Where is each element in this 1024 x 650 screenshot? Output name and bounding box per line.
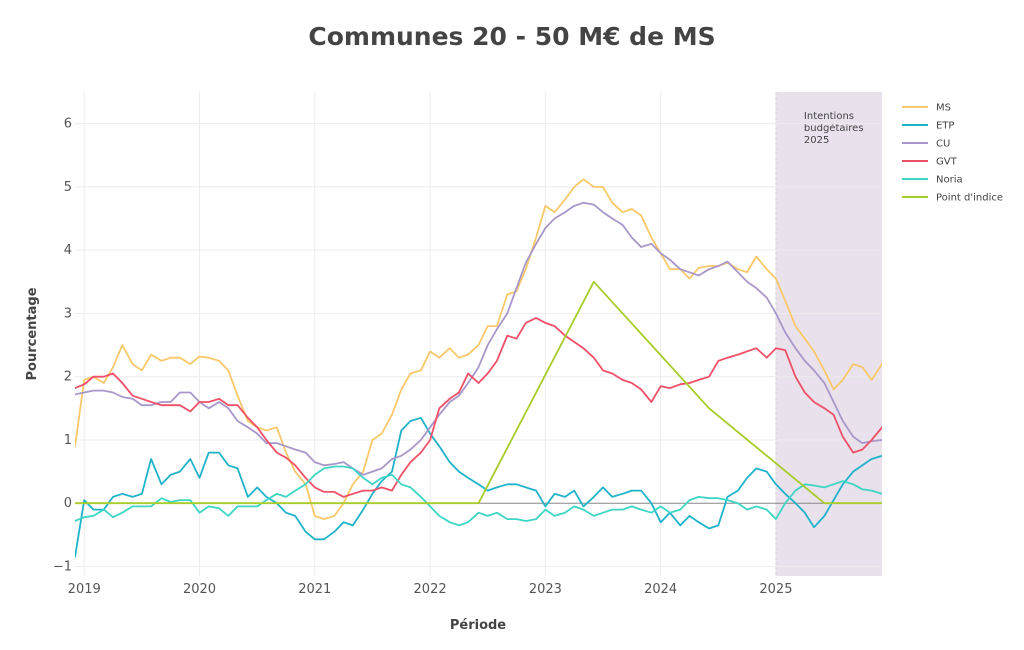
x-tick-label: 2020 (183, 582, 216, 597)
shaded-region (775, 92, 882, 576)
y-axis-title: Pourcentage (25, 287, 40, 380)
series-line (75, 465, 882, 527)
series-line (75, 280, 882, 505)
y-tick-label: 0 (64, 496, 72, 511)
shaded-region-label: budgétaires (804, 122, 864, 134)
legend-label: Point d'indice (936, 193, 1003, 204)
x-tick-label: 2024 (644, 582, 677, 597)
legend-label: GVT (936, 157, 958, 168)
series-line (75, 416, 882, 558)
x-axis-title: Période (450, 618, 506, 633)
y-tick-label: 1 (64, 433, 72, 448)
y-tick-label: 2 (64, 370, 72, 385)
series-line (75, 317, 882, 498)
x-tick-label: 2022 (414, 582, 447, 597)
tick-layer: −1 0 1 2 3 4 5 6 2019 2020 2021 2022 2023 2024 2025 (53, 117, 793, 597)
x-tick-label: 2019 (68, 582, 101, 597)
y-tick-label: 6 (64, 117, 72, 132)
y-tick-label: 3 (64, 306, 72, 321)
y-tick-label: 5 (64, 180, 72, 195)
legend: MS ETP CU GVT Noria Point d'indice (902, 103, 1003, 204)
x-tick-label: 2025 (759, 582, 792, 597)
y-tick-label: 4 (64, 243, 72, 258)
legend-label: ETP (936, 121, 954, 132)
x-tick-label: 2021 (298, 582, 331, 597)
shaded-region-label: Intentions (804, 111, 854, 122)
legend-label: CU (936, 139, 950, 150)
series-layer (75, 178, 882, 558)
series-line (75, 201, 882, 476)
y-tick-label: −1 (53, 560, 72, 575)
chart-title: Communes 20 - 50 M€ de MS (308, 22, 715, 51)
series-line (75, 178, 882, 520)
x-tick-label: 2023 (529, 582, 562, 597)
shaded-region-label: 2025 (804, 135, 829, 146)
legend-label: MS (936, 103, 951, 114)
legend-label: Noria (936, 175, 963, 186)
